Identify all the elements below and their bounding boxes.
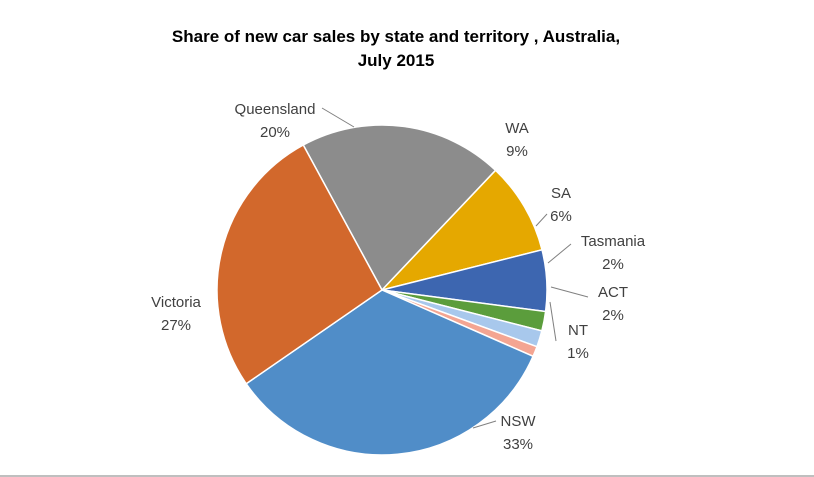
leader-lines — [321, 107, 589, 429]
slice-value-act: 2% — [602, 307, 624, 324]
slice-value-sa: 6% — [550, 208, 572, 225]
pie-slice-queensland — [302, 124, 497, 292]
slice-labels: Queensland 20% WA 9% SA 6% Tasmania 2% ACT 2% NT 1%… — [151, 101, 646, 453]
pie-slice-nsw — [245, 289, 535, 456]
slice-label-nt: NT — [568, 322, 588, 339]
leader-line-nsw — [472, 420, 497, 429]
slice-value-nsw: 33% — [503, 436, 533, 453]
chart-title-line2: July 2015 — [358, 51, 435, 70]
pie-slice-victoria — [216, 143, 383, 385]
slice-label-act: ACT — [598, 284, 628, 301]
slice-value-victoria: 27% — [161, 317, 191, 334]
slice-label-sa: SA — [551, 185, 571, 202]
slice-value-nt: 1% — [567, 345, 589, 362]
chart-title-line1: Share of new car sales by state and terr… — [172, 27, 620, 46]
pie-slices — [216, 124, 548, 456]
slice-label-wa: WA — [505, 120, 529, 137]
slice-label-tasmania: Tasmania — [581, 233, 646, 250]
leader-line-sa — [535, 213, 548, 227]
leader-line-queensland — [321, 107, 355, 128]
slice-value-wa: 9% — [506, 143, 528, 160]
slice-label-nsw: NSW — [501, 413, 537, 430]
slice-label-queensland: Queensland — [235, 101, 316, 118]
leader-line-act — [550, 286, 589, 298]
slice-value-queensland: 20% — [260, 124, 290, 141]
slice-value-tasmania: 2% — [602, 256, 624, 273]
leader-line-nt — [549, 301, 557, 342]
slice-label-victoria: Victoria — [151, 294, 201, 311]
pie-slice-wa — [379, 169, 543, 292]
leader-line-tasmania — [547, 243, 572, 264]
